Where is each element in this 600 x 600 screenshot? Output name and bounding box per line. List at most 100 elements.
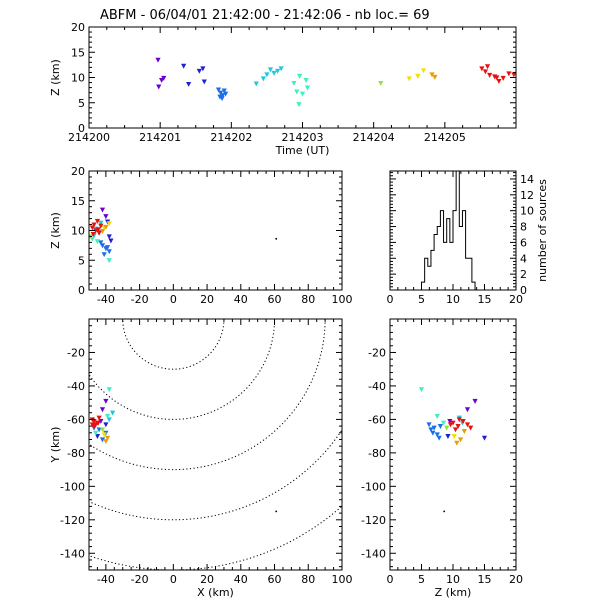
histogram-bar [437,227,440,290]
data-point [436,435,442,441]
data-point [181,63,187,69]
data-point [98,240,104,246]
y-tick-label: 12 [520,189,534,202]
y-axis-label: number of sources [536,179,549,282]
data-point [432,74,438,80]
plot-frame [88,318,343,571]
data-point [106,234,112,240]
data-point [91,424,97,429]
x-tick-label: -20 [131,293,149,306]
histogram-step [390,171,516,290]
data-point [456,417,462,423]
x-tick-label: 0 [170,293,177,306]
x-tick-label: 214203 [282,131,324,144]
y-tick-label: -140 [361,547,386,560]
data-point [378,80,384,86]
data-point [426,422,432,428]
data-point [260,76,266,82]
data-point [481,435,488,441]
y-tick-label: -120 [60,514,85,527]
x-tick-label: 20 [200,573,214,586]
data-point [494,75,500,81]
y-tick-label: -120 [361,514,386,527]
data-point [464,422,471,428]
data-point [106,387,112,393]
data-point [496,78,502,84]
y-tick-label: -100 [361,480,386,493]
data-point [106,258,112,264]
x-tick-label: -40 [97,293,115,306]
y-tick-label: 10 [71,225,85,238]
data-point [155,57,161,63]
data-point [103,439,109,445]
x-tick-label: 5 [418,293,425,306]
y-tick-label: 2 [520,268,527,281]
x-tick-label: 40 [234,293,248,306]
data-point [253,81,259,87]
y-tick-label: 5 [78,254,85,267]
data-point [430,430,436,436]
data-point [294,89,300,95]
data-point [223,91,229,97]
y-axis-label: Z (km) [49,59,62,96]
data-point [278,66,284,72]
histogram-bar [459,227,462,290]
x-axis-label: Time (UT) [275,144,330,157]
y-tick-label: 20 [71,21,85,34]
data-point [104,245,111,251]
x-tick-label: 0 [387,293,394,306]
y-tick-label: -100 [60,480,85,493]
y-tick-label: 15 [71,195,85,208]
data-point [103,398,109,404]
x-tick-label: 5 [418,573,425,586]
data-point [95,420,101,426]
data-point [434,432,440,438]
plot-area [155,57,516,108]
y-tick-label: -140 [60,547,85,560]
data-point [264,72,270,78]
plot-frame [88,170,343,291]
data-point [484,64,491,70]
data-point [472,398,478,404]
x-tick-label: 10 [446,573,460,586]
data-point [200,66,206,72]
data-point [455,424,461,429]
y-tick-label: 5 [78,97,85,110]
x-tick-label: 214201 [139,131,181,144]
x-axis-label: X (km) [197,586,234,599]
data-point [101,432,107,438]
data-point [89,225,95,231]
y-tick-label: 4 [520,252,527,265]
data-point [275,237,278,240]
data-point [221,88,227,94]
x-tick-label: -20 [131,573,149,586]
data-point [454,440,460,446]
data-point [96,230,102,236]
data-point [445,434,451,439]
data-point [219,96,225,102]
data-point [94,239,101,245]
y-tick-label: 14 [520,173,534,186]
y-tick-label: -20 [67,346,85,359]
data-point [451,434,457,439]
x-tick-label: 20 [509,293,523,306]
y-tick-label: -80 [368,447,386,460]
data-point [429,72,435,78]
y-tick-label: -60 [368,413,386,426]
data-point [104,413,111,419]
figure-title: ABFM - 06/04/01 21:42:00 - 21:42:06 - nb… [100,8,430,23]
data-point [468,425,474,431]
data-point [103,422,109,428]
data-point [482,69,488,75]
data-point [91,222,97,228]
data-point [99,207,106,213]
data-point [96,415,102,421]
y-tick-label: 15 [71,46,85,59]
data-point [415,73,421,79]
x-tick-label: 60 [268,293,282,306]
data-point [461,429,467,434]
data-point [444,425,450,431]
y-axis-label: Y (km) [49,427,62,464]
